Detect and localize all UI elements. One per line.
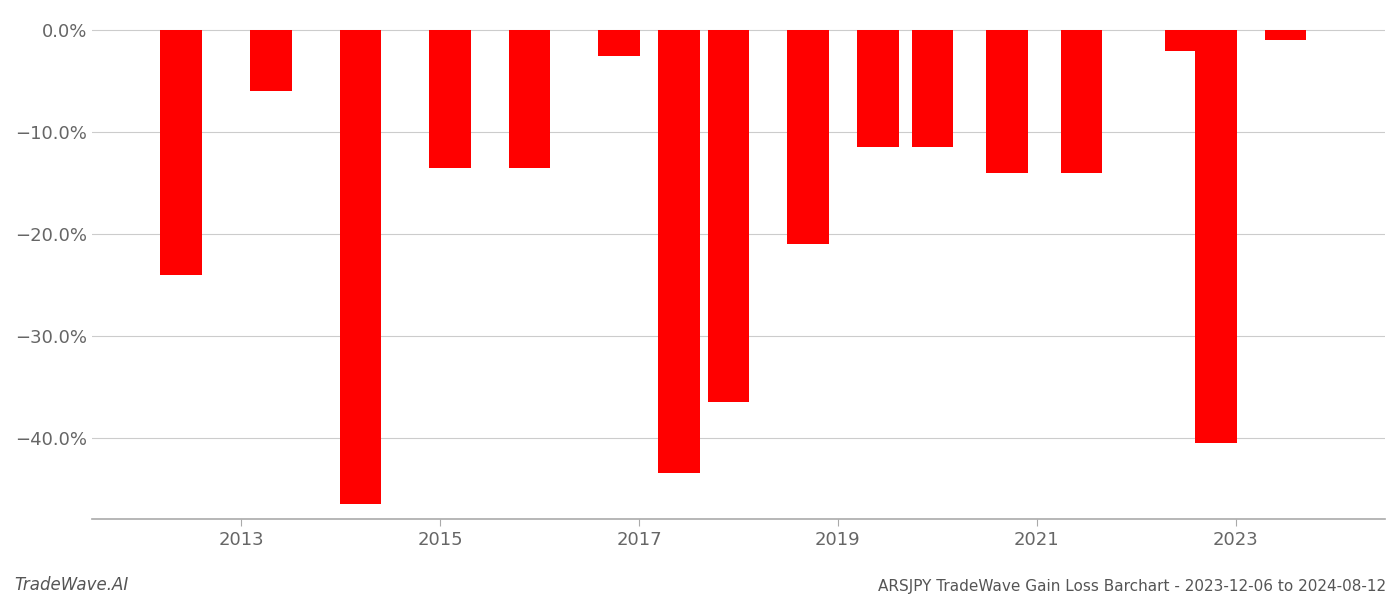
Bar [658,30,700,473]
Bar [707,30,749,402]
Bar [857,30,899,148]
Text: TradeWave.AI: TradeWave.AI [14,576,129,594]
Bar [161,30,202,275]
Bar [1165,30,1207,50]
Bar [1264,30,1306,40]
Bar [911,30,953,148]
Bar [508,30,550,168]
Bar [251,30,291,91]
Text: ARSJPY TradeWave Gain Loss Barchart - 2023-12-06 to 2024-08-12: ARSJPY TradeWave Gain Loss Barchart - 20… [878,579,1386,594]
Bar [1196,30,1236,443]
Bar [1061,30,1102,173]
Bar [986,30,1028,173]
Bar [340,30,381,504]
Bar [787,30,829,244]
Bar [598,30,640,56]
Bar [428,30,470,168]
